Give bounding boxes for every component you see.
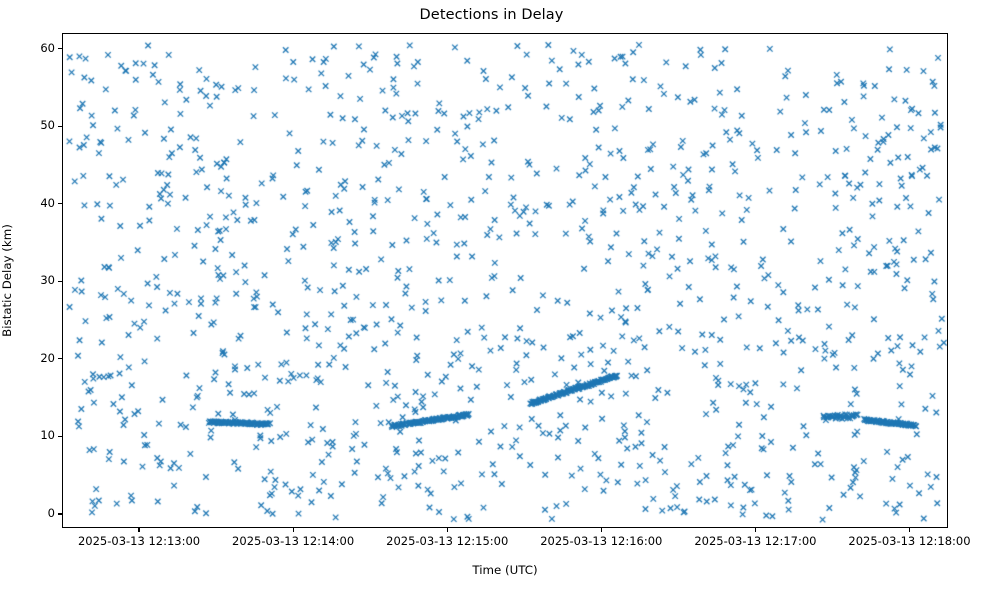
- x-tick-label: 2025-03-13 12:13:00: [77, 534, 201, 548]
- y-tick-label: 0: [47, 506, 55, 521]
- y-tick-label: 30: [40, 273, 55, 288]
- y-axis-ticks: 0 10 20 30 40 50 60: [0, 0, 62, 590]
- x-tick-label: 2025-03-13 12:14:00: [232, 534, 355, 548]
- y-tick-mark: [58, 47, 62, 50]
- x-tick-mark: [292, 528, 294, 532]
- x-tick-mark: [446, 528, 448, 532]
- x-tick-label: 2025-03-13 12:16:00: [540, 534, 663, 548]
- y-tick-mark: [58, 435, 62, 438]
- y-tick-mark: [58, 280, 62, 282]
- x-tick-mark: [600, 528, 602, 532]
- y-tick-label: 40: [40, 195, 55, 210]
- y-tick-label: 50: [40, 118, 55, 133]
- y-tick-mark: [58, 125, 62, 127]
- x-tick-label: 2025-03-13 12:18:00: [848, 534, 971, 548]
- scatter-plot-canvas: [63, 34, 947, 527]
- y-tick-mark: [58, 203, 62, 205]
- chart-title: Detections in Delay: [419, 7, 564, 23]
- y-tick-label: 20: [40, 350, 55, 365]
- x-tick-label: 2025-03-13 12:17:00: [694, 534, 817, 548]
- y-tick-mark: [58, 513, 62, 515]
- y-tick-label: 60: [40, 40, 55, 55]
- y-axis-label: Bistatic Delay (km): [0, 224, 14, 337]
- x-tick-mark: [754, 528, 756, 532]
- x-tick-mark: [138, 528, 140, 532]
- x-tick-mark: [908, 528, 911, 532]
- y-tick-label: 10: [40, 428, 55, 443]
- x-tick-label: 2025-03-13 12:15:00: [386, 534, 509, 548]
- plot-area: [62, 33, 948, 528]
- y-tick-mark: [58, 358, 62, 360]
- x-axis-label: Time (UTC): [472, 563, 538, 577]
- x-axis-ticks: 2025-03-13 12:13:00 2025-03-13 12:14:00 20…: [0, 528, 983, 588]
